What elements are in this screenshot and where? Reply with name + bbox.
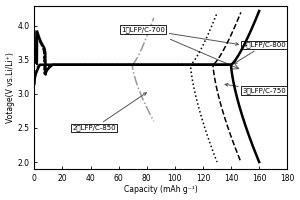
Y-axis label: Votage(V vs.Li/Li⁺): Votage(V vs.Li/Li⁺) <box>6 52 15 123</box>
Text: 1、LFP/C-700: 1、LFP/C-700 <box>122 26 238 45</box>
Text: 3、LFP/C-750: 3、LFP/C-750 <box>225 83 286 94</box>
Text: 4、LFP/C-800: 4、LFP/C-800 <box>234 42 286 63</box>
Text: 2、LFP/C-850: 2、LFP/C-850 <box>72 93 146 131</box>
X-axis label: Capacity (mAh g⁻¹): Capacity (mAh g⁻¹) <box>124 185 198 194</box>
